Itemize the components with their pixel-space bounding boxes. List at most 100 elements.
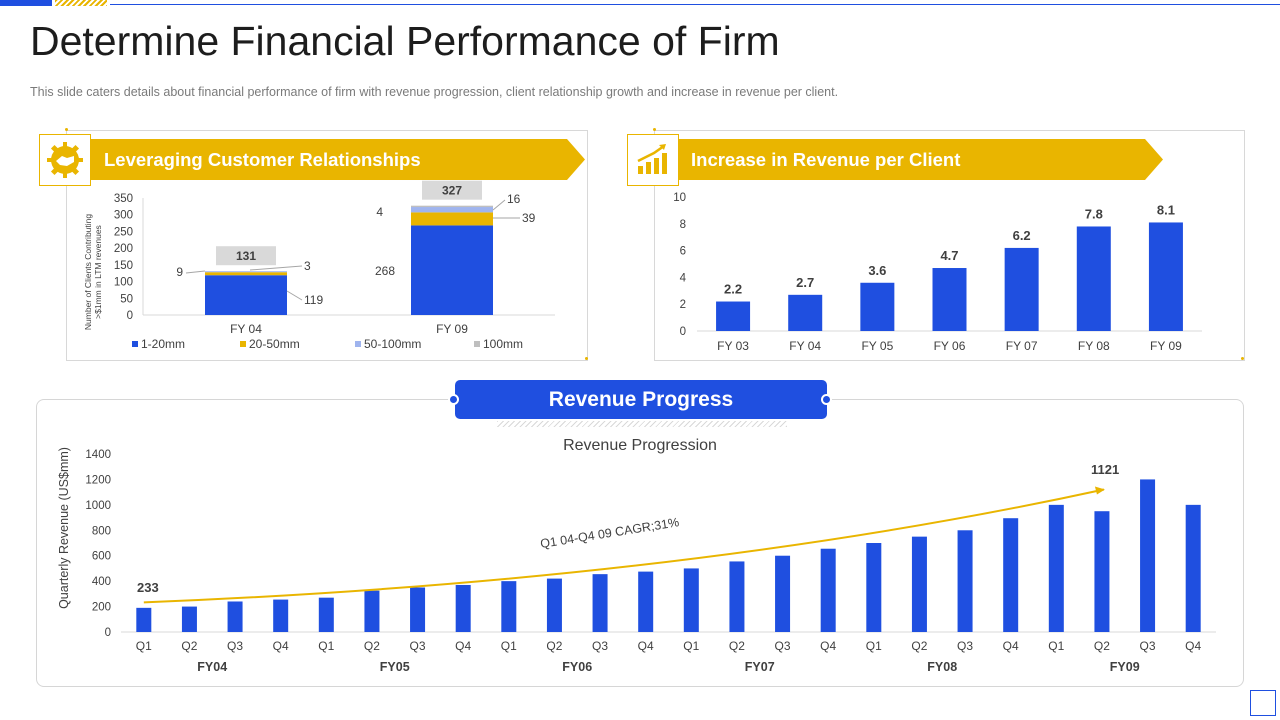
left-panel-banner: Leveraging Customer Relationships bbox=[90, 139, 585, 180]
revenue-bar bbox=[957, 530, 973, 632]
revenue-quarter-label: Q1 bbox=[501, 639, 517, 653]
revenue-year-label: FY06 bbox=[562, 660, 592, 674]
left-panel-frame bbox=[66, 130, 588, 361]
rpc-y-tick-label: 8 bbox=[680, 219, 686, 231]
revenue-quarter-label: Q3 bbox=[227, 639, 243, 653]
revenue-y-tick-label: 600 bbox=[92, 551, 111, 563]
clients-segment-label: 4 bbox=[376, 205, 383, 219]
clients-y-tick-label: 100 bbox=[114, 277, 133, 289]
rpc-y-tick-label: 2 bbox=[680, 299, 686, 311]
rpc-x-tick-label: FY 03 bbox=[717, 339, 749, 353]
clients-x-tick-label: FY 09 bbox=[436, 322, 468, 336]
revenue-end-label: 1121 bbox=[1091, 462, 1119, 477]
revenue-bar bbox=[136, 607, 152, 632]
rpc-bar bbox=[788, 294, 823, 331]
clients-label-leader bbox=[185, 270, 206, 274]
clients-segment-label: 119 bbox=[304, 293, 323, 307]
growth-bar-chart-icon bbox=[637, 144, 667, 174]
rpc-data-label: 6.2 bbox=[1013, 228, 1031, 243]
revenue-quarter-label: Q2 bbox=[181, 639, 197, 653]
right-panel-frame bbox=[654, 130, 1245, 361]
top-hatch-decoration bbox=[55, 0, 107, 6]
right-panel-banner: Increase in Revenue per Client bbox=[677, 139, 1163, 180]
slide-corner-box bbox=[1250, 690, 1276, 716]
rpc-x-tick-label: FY 07 bbox=[1006, 339, 1038, 353]
revenue-y-axis-label: Quarterly Revenue (US$mm) bbox=[57, 447, 71, 609]
revenue-quarter-label: Q4 bbox=[1185, 639, 1201, 653]
revenue-quarter-label: Q2 bbox=[364, 639, 380, 653]
rpc-data-label: 4.7 bbox=[940, 248, 958, 263]
page-title: Determine Financial Performance of Firm bbox=[30, 18, 780, 64]
revenue-quarter-label: Q2 bbox=[1094, 639, 1110, 653]
revenue-quarter-label: Q2 bbox=[911, 639, 927, 653]
rpc-data-label: 7.8 bbox=[1085, 206, 1103, 221]
rpc-bar bbox=[716, 301, 751, 331]
top-accent-bar bbox=[0, 0, 52, 6]
clients-bar-segment bbox=[411, 225, 493, 315]
top-rule bbox=[110, 4, 1280, 5]
revenue-progress-heading: Revenue Progress bbox=[455, 380, 827, 419]
clients-total-label: 327 bbox=[442, 184, 462, 198]
left-panel-icon-box bbox=[39, 134, 91, 186]
rpc-data-label: 2.2 bbox=[724, 282, 742, 297]
revenue-bar bbox=[775, 555, 791, 632]
clients-legend-swatch bbox=[240, 341, 246, 347]
revenue-quarter-label: Q3 bbox=[775, 639, 791, 653]
right-panel-icon-box bbox=[627, 134, 679, 186]
revenue-bar bbox=[455, 584, 471, 632]
handshake-gear-icon bbox=[47, 142, 83, 178]
revenue-bar bbox=[273, 599, 289, 632]
clients-segment-label: 16 bbox=[507, 192, 521, 206]
clients-bar-segment bbox=[205, 271, 287, 273]
revenue-quarter-label: Q1 bbox=[1048, 639, 1064, 653]
clients-y-axis-label-line: Number of Clients Contributing bbox=[83, 214, 93, 330]
rpc-x-tick-label: FY 05 bbox=[861, 339, 893, 353]
revenue-heading-hatch bbox=[497, 421, 787, 427]
rpc-x-tick-label: FY 08 bbox=[1078, 339, 1110, 353]
revenue-quarter-label: Q2 bbox=[546, 639, 562, 653]
revenue-cagr-trendline bbox=[143, 488, 1105, 604]
revenue-quarter-label: Q2 bbox=[729, 639, 745, 653]
revenue-bar bbox=[364, 590, 380, 632]
revenue-year-label: FY07 bbox=[745, 660, 775, 674]
revenue-bar bbox=[501, 581, 517, 632]
revenue-quarter-label: Q4 bbox=[455, 639, 471, 653]
revenue-year-label: FY05 bbox=[380, 660, 410, 674]
clients-legend-label: 50-100mm bbox=[364, 337, 421, 351]
clients-label-leader bbox=[249, 265, 303, 271]
clients-legend-label: 1-20mm bbox=[141, 337, 185, 351]
clients-segment-label: 268 bbox=[375, 264, 395, 278]
clients-y-tick-label: 150 bbox=[114, 260, 133, 272]
revenue-bar bbox=[227, 601, 243, 632]
revenue-quarter-label: Q3 bbox=[410, 639, 426, 653]
rpc-x-tick-label: FY 06 bbox=[934, 339, 966, 353]
clients-label-leader bbox=[286, 290, 303, 301]
revenue-quarter-label: Q1 bbox=[866, 639, 882, 653]
clients-label-leader bbox=[492, 199, 506, 211]
clients-total-box bbox=[422, 180, 482, 200]
revenue-bar bbox=[410, 587, 426, 632]
clients-legend-label: 100mm bbox=[483, 337, 523, 351]
revenue-bar bbox=[546, 578, 562, 632]
revenue-quarter-label: Q4 bbox=[820, 639, 836, 653]
revenue-y-tick-label: 400 bbox=[92, 576, 111, 588]
revenue-chart-title: Revenue Progression bbox=[563, 437, 717, 454]
rpc-data-label: 2.7 bbox=[796, 275, 814, 290]
clients-y-tick-label: 50 bbox=[120, 293, 133, 305]
clients-y-axis-label-line: >$1mm in LTM revenues bbox=[93, 225, 103, 319]
revenue-year-label: FY04 bbox=[197, 660, 227, 674]
revenue-y-tick-label: 0 bbox=[105, 627, 111, 639]
page-subtitle: This slide caters details about financia… bbox=[30, 85, 839, 99]
rpc-y-tick-label: 6 bbox=[680, 246, 686, 258]
clients-legend-swatch bbox=[474, 341, 480, 347]
rpc-y-tick-label: 10 bbox=[673, 192, 686, 204]
revenue-quarter-label: Q1 bbox=[136, 639, 152, 653]
revenue-quarter-label: Q3 bbox=[592, 639, 608, 653]
revenue-bar bbox=[683, 568, 699, 632]
revenue-quarter-label: Q4 bbox=[1003, 639, 1019, 653]
clients-bar-segment bbox=[411, 207, 493, 213]
revenue-cagr-arrowhead bbox=[1094, 486, 1105, 495]
rpc-bar bbox=[1004, 247, 1039, 331]
